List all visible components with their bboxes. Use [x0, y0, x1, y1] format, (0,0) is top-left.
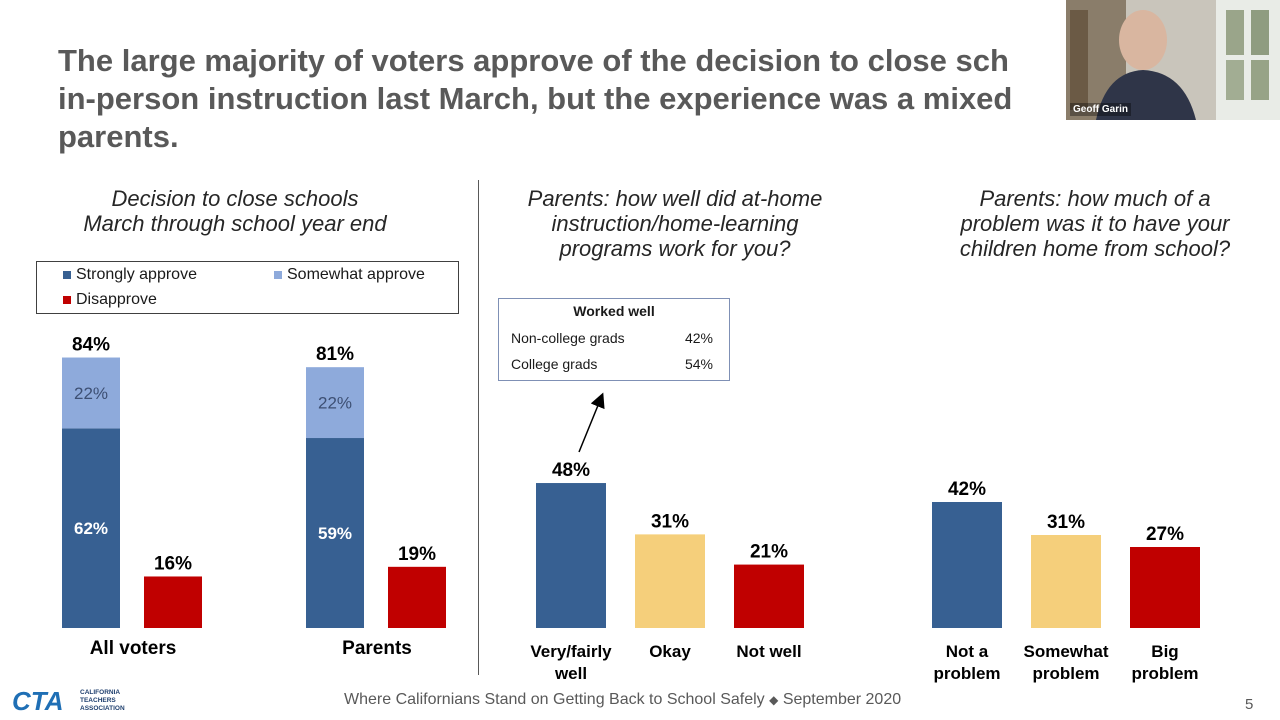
category-label: Not well [736, 642, 801, 661]
callout-row-value: 42% [684, 330, 713, 346]
worked-well-callout: Worked well Non-college grads 42% Colleg… [498, 298, 730, 381]
footer-date: September 2020 [782, 691, 902, 708]
category-label: problem [1032, 664, 1099, 683]
callout-row: Non-college grads 42% [511, 330, 713, 346]
category-label: Big [1151, 642, 1178, 661]
logo-line: ASSOCIATION [80, 705, 125, 712]
bar-strongly-approve [306, 438, 364, 628]
chart2-title-line: programs work for you? [559, 236, 791, 261]
bar [734, 564, 804, 628]
footer-title: Where Californians Stand on Getting Back… [344, 691, 765, 708]
data-label: 42% [948, 479, 986, 500]
chart1-title-line: Decision to close schools [111, 186, 359, 211]
bar-disapprove [388, 566, 446, 628]
bar [932, 502, 1002, 628]
chart3-title: Parents: how much of a problem was it to… [900, 186, 1280, 261]
data-label-somewhat-approve: 22% [318, 394, 352, 413]
callout-row-label: College grads [511, 356, 598, 372]
data-label-somewhat-approve: 22% [74, 384, 108, 403]
data-label: 21% [750, 542, 788, 563]
video-participant-name: Geoff Garin [1070, 103, 1132, 116]
title-line-2: in-person instruction last March, but th… [58, 81, 1013, 116]
cta-logo: CTA CALIFORNIA TEACHERS ASSOCIATION [12, 686, 125, 714]
bar-strongly-approve [62, 428, 120, 628]
legend-swatch [63, 296, 71, 304]
category-label: Not a [946, 642, 989, 661]
legend-label: Strongly approve [76, 266, 197, 283]
logo-line: TEACHERS [80, 697, 116, 704]
callout-title: Worked well [573, 303, 655, 319]
title-line-3: parents. [58, 119, 179, 154]
legend-item-disapprove: Disapprove [63, 291, 157, 309]
data-label-disapprove: 19% [398, 544, 436, 565]
panel-divider-hidden [902, 180, 903, 675]
logo-letters: CTA [12, 686, 64, 714]
panel-divider [478, 180, 479, 675]
callout-row: College grads 54% [511, 356, 713, 372]
category-label: problem [1131, 664, 1198, 683]
data-label: 31% [1047, 512, 1085, 533]
category-label: problem [933, 664, 1000, 683]
chart1-title: Decision to close schools March through … [40, 186, 430, 236]
bar [635, 534, 705, 628]
title-line-1: The large majority of voters approve of … [58, 43, 1009, 78]
category-label: Parents [342, 638, 412, 659]
chart3-title-line: problem was it to have your [960, 211, 1230, 236]
chart2-title: Parents: how well did at-home instructio… [480, 186, 870, 261]
category-label: well [554, 664, 587, 683]
callout-row-value: 54% [684, 356, 713, 372]
bar-disapprove [144, 576, 202, 628]
footer-text: Where Californians Stand on Getting Back… [344, 691, 901, 709]
data-label-strongly-approve: 62% [74, 519, 108, 538]
callout-row-label: Non-college grads [511, 330, 625, 346]
chart1-title-line: March through school year end [83, 211, 387, 236]
chart2-title-line: Parents: how well did at-home [527, 186, 823, 211]
data-label-disapprove: 16% [154, 553, 192, 574]
video-frame [1066, 0, 1280, 120]
slide-title: The large majority of voters approve of … [58, 42, 1068, 156]
bar-somewhat-approve [306, 367, 364, 439]
logo-line: CALIFORNIA [80, 689, 120, 696]
data-label: 31% [651, 511, 689, 532]
legend-item-somewhat: Somewhat approve [274, 266, 425, 284]
legend-label: Somewhat approve [287, 266, 425, 283]
chart3-title-line: Parents: how much of a [979, 186, 1211, 211]
category-label: Very/fairly [530, 642, 612, 661]
bar [1130, 547, 1200, 628]
category-label: All voters [90, 638, 177, 659]
data-label: 48% [552, 460, 590, 481]
legend-label: Disapprove [76, 291, 157, 308]
footer-separator: ◆ [769, 693, 779, 707]
bar [1031, 535, 1101, 628]
chart2-title-line: instruction/home-learning [551, 211, 799, 236]
video-thumbnail[interactable]: Geoff Garin [1066, 0, 1280, 120]
data-label-approve-total: 84% [72, 335, 110, 356]
bar-somewhat-approve [62, 357, 120, 429]
legend-swatch [274, 271, 282, 279]
data-label-strongly-approve: 59% [318, 524, 352, 543]
legend-swatch [63, 271, 71, 279]
chart1-legend: Strongly approve Somewhat approve Disapp… [36, 261, 459, 314]
legend-item-strong: Strongly approve [63, 266, 197, 284]
bar [536, 483, 606, 628]
callout-arrow [578, 392, 605, 453]
category-label: Somewhat [1023, 642, 1108, 661]
data-label: 27% [1146, 524, 1184, 545]
category-label: Okay [649, 642, 691, 661]
page-number: 5 [1245, 696, 1254, 713]
chart3-title-line: children home from school? [959, 236, 1231, 261]
data-label-approve-total: 81% [316, 344, 354, 365]
